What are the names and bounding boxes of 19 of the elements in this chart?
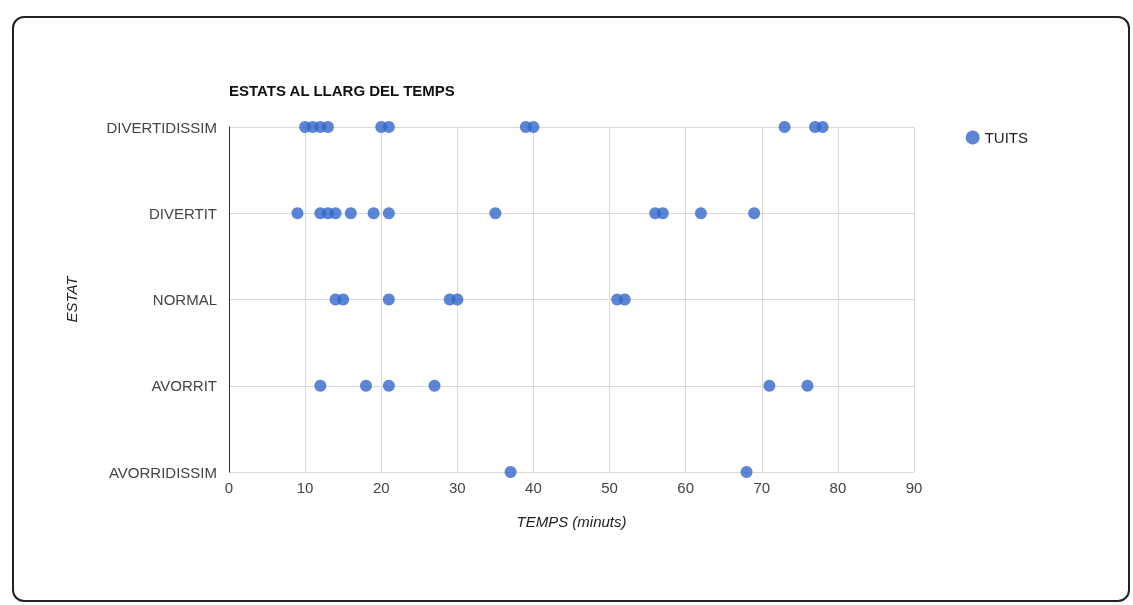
- x-tick-label: 20: [372, 479, 390, 496]
- x-axis-title: TEMPS (minuts): [516, 513, 627, 530]
- y-tick-label: AVORRIDISSIM: [108, 463, 217, 481]
- x-tick-label: 80: [829, 479, 847, 496]
- legend-label: TUITS: [984, 129, 1029, 146]
- chart-title: ESTATS AL LLARG DEL TEMPS: [229, 82, 455, 99]
- x-tick-label: 90: [905, 479, 923, 496]
- y-tick-label: NORMAL: [152, 291, 217, 308]
- x-tick-label: 40: [525, 479, 542, 496]
- y-tick-label: AVORRIT: [151, 377, 217, 395]
- x-tick-label: 30: [448, 479, 466, 496]
- y-axis-title: ESTAT: [63, 274, 80, 323]
- y-tick-label: DIVERTIDISSIM: [106, 118, 217, 136]
- x-tick-label: 10: [296, 479, 314, 496]
- x-tick-label: 70: [753, 479, 771, 496]
- x-tick-label: 0: [224, 479, 234, 496]
- y-tick-label: DIVERTIT: [148, 204, 217, 222]
- x-tick-label: 60: [677, 479, 695, 496]
- x-tick-label: 50: [601, 479, 618, 496]
